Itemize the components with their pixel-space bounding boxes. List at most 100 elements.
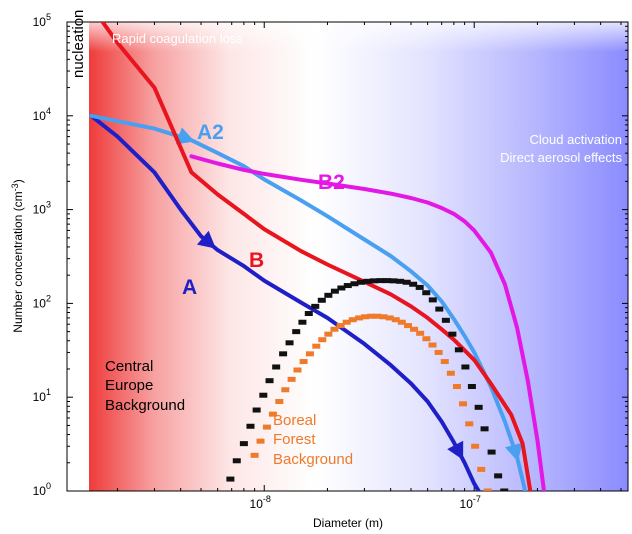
- point-boreal-forest-background: [404, 323, 413, 329]
- point-central-europe-background: [474, 404, 483, 410]
- point-central-europe-background: [369, 278, 378, 284]
- series-label-b: B: [249, 249, 264, 272]
- point-central-europe-background: [330, 288, 339, 294]
- point-boreal-forest-background: [348, 317, 357, 323]
- point-central-europe-background: [279, 351, 288, 357]
- point-central-europe-background: [441, 317, 450, 323]
- point-central-europe-background: [396, 278, 405, 284]
- x-tick-label: 10-7: [460, 494, 481, 511]
- point-boreal-forest-background: [471, 443, 480, 449]
- point-boreal-forest-background: [312, 343, 321, 349]
- point-central-europe-background: [246, 423, 255, 429]
- point-central-europe-background: [265, 378, 274, 384]
- point-boreal-forest-background: [250, 452, 259, 458]
- point-central-europe-background: [317, 297, 326, 303]
- point-boreal-forest-background: [299, 359, 308, 365]
- arrowhead-a: [447, 440, 464, 460]
- point-central-europe-background: [448, 331, 457, 337]
- rapid-coagulation-label: Rapid coagulation loss: [112, 31, 243, 46]
- point-central-europe-background: [350, 281, 359, 287]
- point-central-europe-background: [226, 476, 235, 482]
- point-boreal-forest-background: [373, 313, 382, 319]
- point-central-europe-background: [480, 426, 489, 432]
- boreal-forest-label-3: Background: [273, 451, 353, 468]
- nucleation-label: nucleation: [70, 10, 87, 78]
- point-boreal-forest-background: [379, 314, 388, 320]
- point-boreal-forest-background: [361, 314, 370, 320]
- boreal-forest-label-1: Boreal: [273, 412, 316, 429]
- line-b: [100, 22, 533, 491]
- y-tick-label: 102: [33, 293, 51, 310]
- y-tick-label: 104: [33, 106, 51, 123]
- point-central-europe-background: [272, 364, 281, 370]
- point-central-europe-background: [311, 303, 320, 309]
- point-central-europe-background: [428, 297, 437, 303]
- point-boreal-forest-background: [385, 315, 394, 321]
- point-boreal-forest-background: [287, 376, 296, 382]
- point-boreal-forest-background: [256, 438, 265, 444]
- point-boreal-forest-background: [416, 330, 425, 336]
- point-central-europe-background: [461, 364, 470, 370]
- central-europe-label-2: Europe: [105, 377, 153, 394]
- point-boreal-forest-background: [483, 488, 492, 491]
- point-boreal-forest-background: [342, 319, 351, 325]
- point-boreal-forest-background: [428, 342, 437, 348]
- point-boreal-forest-background: [391, 317, 400, 323]
- point-central-europe-background: [285, 340, 294, 346]
- boreal-forest-label-2: Forest: [273, 431, 316, 448]
- point-boreal-forest-background: [268, 411, 277, 417]
- point-central-europe-background: [357, 279, 366, 285]
- plot-frame: [66, 21, 629, 492]
- axis-ticks: 100 101 102 103 104 105 10-8 10-7: [33, 12, 628, 511]
- point-boreal-forest-background: [336, 323, 345, 329]
- point-boreal-forest-background: [446, 370, 455, 376]
- background-gradient: [89, 22, 628, 491]
- point-boreal-forest-background: [410, 326, 419, 332]
- point-central-europe-background: [337, 285, 346, 291]
- point-central-europe-background: [298, 319, 307, 325]
- arrowhead-a2: [505, 442, 523, 462]
- point-central-europe-background: [259, 392, 268, 398]
- x-tick-label: 10-8: [250, 494, 271, 511]
- point-central-europe-background: [487, 449, 496, 455]
- point-central-europe-background: [415, 284, 424, 290]
- point-boreal-forest-background: [434, 349, 443, 355]
- point-boreal-forest-background: [440, 359, 449, 365]
- point-central-europe-background: [402, 279, 411, 285]
- point-central-europe-background: [252, 407, 261, 413]
- point-central-europe-background: [376, 278, 385, 284]
- y-tick-label: 103: [33, 200, 51, 217]
- point-central-europe-background: [454, 347, 463, 353]
- point-boreal-forest-background: [281, 387, 290, 393]
- point-central-europe-background: [494, 473, 503, 479]
- y-tick-label: 101: [33, 387, 51, 404]
- point-central-europe-background: [383, 278, 392, 284]
- point-central-europe-background: [292, 329, 301, 335]
- point-central-europe-background: [500, 488, 509, 491]
- point-boreal-forest-background: [459, 401, 468, 407]
- line-a: [89, 113, 481, 491]
- y-axis-label: Number concentration (cm-3): [10, 179, 25, 332]
- central-europe-label-1: Central: [105, 358, 153, 375]
- y-tick-label: 105: [33, 12, 51, 29]
- line-b2: [189, 154, 546, 491]
- point-central-europe-background: [422, 290, 431, 296]
- point-central-europe-background: [435, 306, 444, 312]
- point-central-europe-background: [304, 311, 313, 317]
- point-boreal-forest-background: [477, 466, 486, 472]
- point-central-europe-background: [343, 283, 352, 289]
- series-label-a2: A2: [197, 121, 224, 144]
- point-boreal-forest-background: [422, 336, 431, 342]
- point-boreal-forest-background: [453, 384, 462, 390]
- point-central-europe-background: [467, 384, 476, 390]
- point-boreal-forest-background: [367, 313, 376, 319]
- series-layer: [89, 22, 546, 491]
- arrowhead-a2: [175, 127, 195, 145]
- point-boreal-forest-background: [324, 331, 333, 337]
- point-boreal-forest-background: [275, 398, 284, 404]
- point-central-europe-background: [389, 278, 398, 284]
- y-tick-label: 100: [33, 481, 51, 498]
- central-europe-label-3: Background: [105, 397, 185, 414]
- series-label-a: A: [182, 276, 197, 299]
